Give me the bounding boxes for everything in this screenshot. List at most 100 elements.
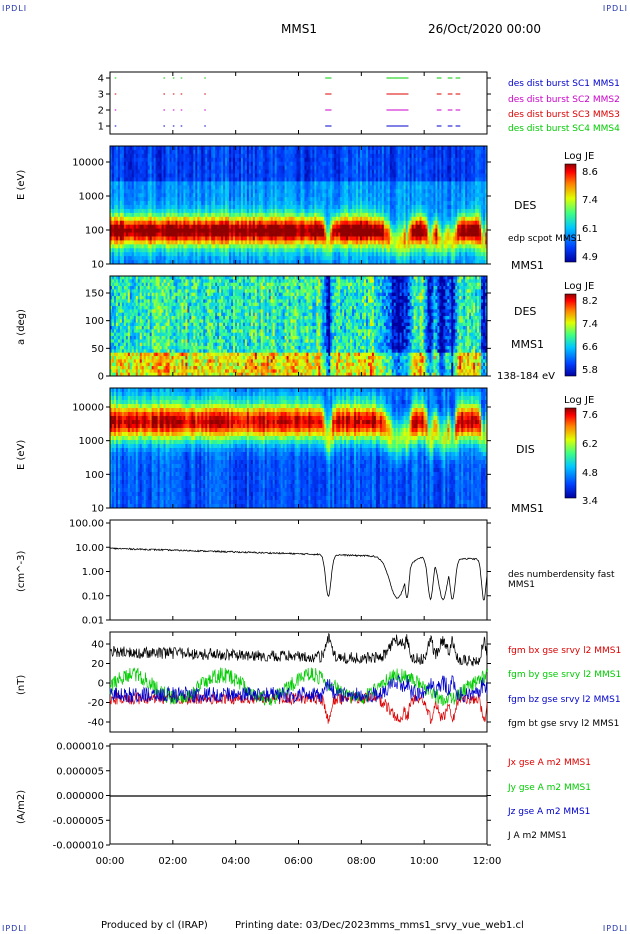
spectrogram-cell [145, 220, 149, 226]
spectrogram-cell [201, 248, 204, 253]
spectrogram-cell [411, 224, 414, 229]
spectrogram-cell [294, 252, 297, 257]
spectrogram-cell [121, 169, 125, 174]
spectrogram-cell [151, 149, 155, 155]
spectrogram-cell [358, 252, 361, 257]
spectrogram-cell [137, 244, 141, 249]
spectrogram-cell [310, 185, 313, 190]
spectrogram-cell [411, 165, 414, 170]
spectrogram-cell [209, 256, 212, 261]
spectrogram-cell [334, 177, 337, 182]
spectrogram-cell [391, 216, 395, 222]
spectrogram-cell [231, 173, 234, 178]
spectrogram-cell [431, 189, 434, 194]
spectrogram-cell [195, 161, 198, 167]
spectrogram-cell [111, 248, 115, 253]
spectrogram-cell [231, 212, 234, 218]
spectrogram-cell [369, 248, 373, 253]
spectrogram-cell [139, 205, 143, 210]
spectrogram-cell [219, 161, 222, 167]
spectrogram-cell [367, 169, 371, 174]
spectrogram-cell [139, 236, 143, 241]
spectrogram-cell [417, 208, 420, 214]
spectrogram-cell [375, 173, 379, 178]
spectrogram-cell [163, 153, 166, 159]
spectrogram-cell [199, 153, 202, 159]
spectrogram-cell [203, 189, 206, 194]
spectrogram-cell [330, 232, 333, 237]
spectrogram-cell [111, 173, 115, 178]
spectrogram-cell [242, 169, 246, 174]
spectrogram-cell [163, 177, 166, 182]
spectrogram-cell [189, 216, 192, 222]
spectrogram-cell [427, 173, 430, 178]
spectrogram-cell [425, 193, 428, 198]
spectrogram-cell [322, 252, 325, 257]
spectrogram-cell [334, 256, 337, 261]
spectrogram-cell [163, 252, 166, 257]
spectrogram-cell [195, 177, 198, 182]
spectrogram-cell [306, 208, 309, 214]
spectrogram-cell [143, 181, 147, 186]
spectrogram-cell [213, 177, 216, 182]
spectrogram-cell [278, 228, 282, 233]
spectrogram-cell [167, 220, 170, 226]
spectrogram-cell [163, 224, 166, 229]
spectrogram-cell [248, 169, 252, 174]
spectrogram-cell [246, 260, 250, 265]
spectrogram-cell [429, 240, 432, 245]
spectrogram-cell [292, 256, 295, 261]
spectrogram-cell [332, 205, 335, 210]
spectrogram-cell [203, 260, 206, 265]
spectrogram-cell [425, 146, 428, 151]
spectrogram-cell [425, 240, 428, 245]
spectrogram-cell [375, 185, 379, 190]
spectrogram-cell [235, 212, 238, 218]
spectrogram-cell [161, 212, 164, 218]
spectrogram-cell [332, 244, 335, 249]
spectrogram-cell [155, 161, 159, 167]
spectrogram-cell [352, 193, 355, 198]
spectrogram-cell [252, 161, 256, 167]
spectrogram-cell [328, 181, 331, 186]
spectrogram-cell [113, 165, 117, 170]
spectrogram-cell [155, 149, 159, 155]
spectrogram-cell [286, 212, 289, 218]
spectrogram-cell [141, 232, 145, 237]
spectrogram-cell [183, 146, 186, 151]
spectrogram-cell [334, 185, 337, 190]
spectrogram-cell [409, 173, 412, 178]
spectrogram-cell [191, 248, 194, 253]
spectrogram-cell [268, 252, 272, 257]
spectrogram-cell [312, 224, 315, 229]
spectrogram-cell [248, 248, 252, 253]
spectrogram-cell [375, 201, 379, 206]
spectrogram-cell [165, 153, 168, 159]
spectrogram-cell [229, 185, 232, 190]
spectrogram-cell [151, 177, 155, 182]
spectrogram-cell [284, 201, 287, 206]
spectrogram-cell [302, 153, 305, 159]
spectrogram-cell [413, 161, 416, 167]
spectrogram-cell [375, 169, 379, 174]
spectrogram-cell [131, 256, 135, 261]
spectrogram-cell [332, 181, 335, 186]
spectrogram-cell [387, 208, 391, 214]
spectrogram-cell [213, 232, 216, 237]
spectrogram-cell [278, 208, 282, 214]
spectrogram-cell [302, 224, 305, 229]
spectrogram-cell [423, 244, 426, 249]
spectrogram-cell [308, 161, 311, 167]
spectrogram-cell [403, 228, 407, 233]
spectrogram-cell [254, 161, 258, 167]
spectrogram-cell [191, 208, 194, 214]
spectrogram-cell [193, 185, 196, 190]
spectrogram-cell [381, 212, 385, 218]
spectrogram-cell [284, 208, 287, 214]
spectrogram-cell [260, 248, 264, 253]
spectrogram-cell [246, 252, 250, 257]
spectrogram-cell [318, 224, 321, 229]
spectrogram-cell [409, 208, 412, 214]
spectrogram-cell [294, 205, 297, 210]
spectrogram-cell [217, 189, 220, 194]
